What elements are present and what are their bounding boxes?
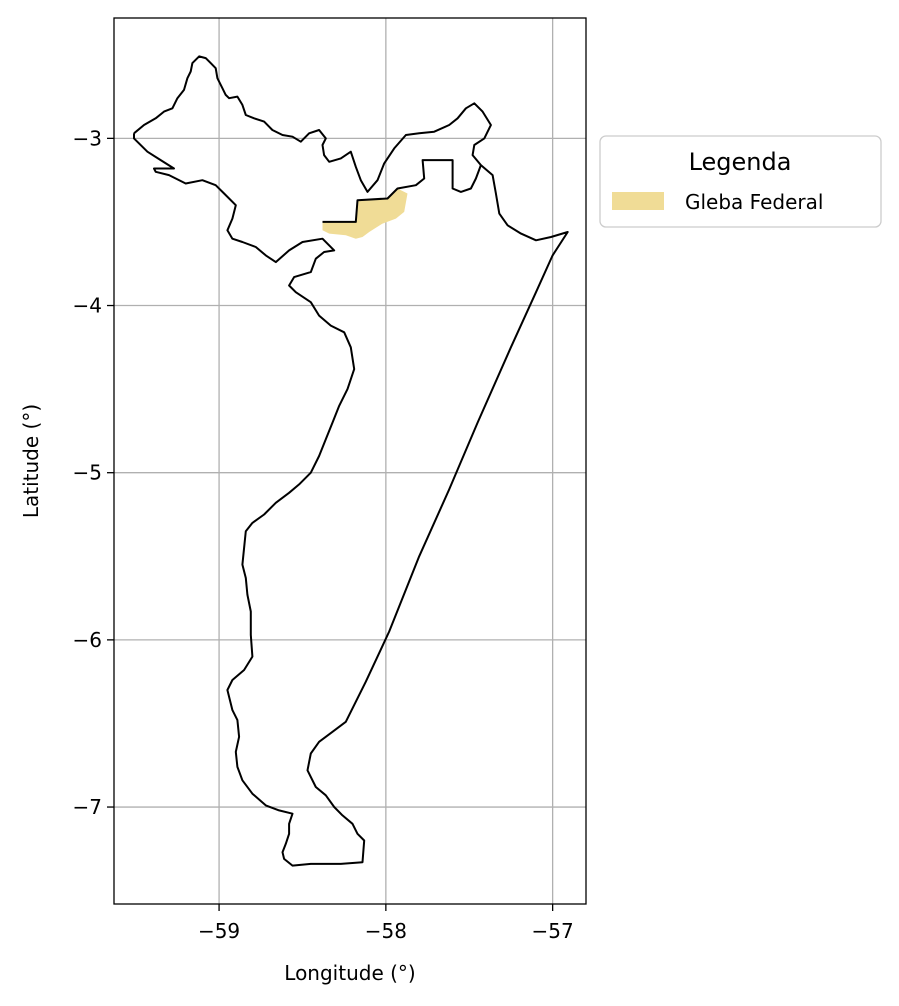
y-tick-label: −4 [73, 294, 102, 318]
legend-box [599, 135, 882, 228]
grid-lines [114, 18, 586, 904]
legend: Legenda Gleba Federal [599, 135, 882, 228]
inner-boundary-line [322, 159, 482, 223]
legend-swatch-gleba-federal [612, 192, 664, 210]
y-tick-label: −5 [73, 461, 102, 485]
map-layers [133, 55, 569, 867]
y-tick-label: −3 [73, 126, 102, 150]
axis-ticks: −59 −58 −57 −3 −4 −5 −6 −7 [73, 126, 574, 943]
x-axis-title: Longitude (°) [284, 961, 415, 985]
x-tick-label: −58 [365, 919, 407, 943]
y-tick-label: −7 [73, 795, 102, 819]
plot-area [114, 18, 586, 904]
gleba-federal-polygon [322, 188, 408, 239]
y-tick-label: −6 [73, 628, 102, 652]
x-tick-label: −57 [532, 919, 574, 943]
legend-title: Legenda [689, 148, 792, 176]
y-axis-title: Latitude (°) [19, 404, 43, 518]
boundary-line [133, 55, 569, 867]
x-tick-label: −59 [198, 919, 240, 943]
plot-frame [113, 17, 587, 905]
legend-label-gleba-federal: Gleba Federal [685, 190, 823, 214]
